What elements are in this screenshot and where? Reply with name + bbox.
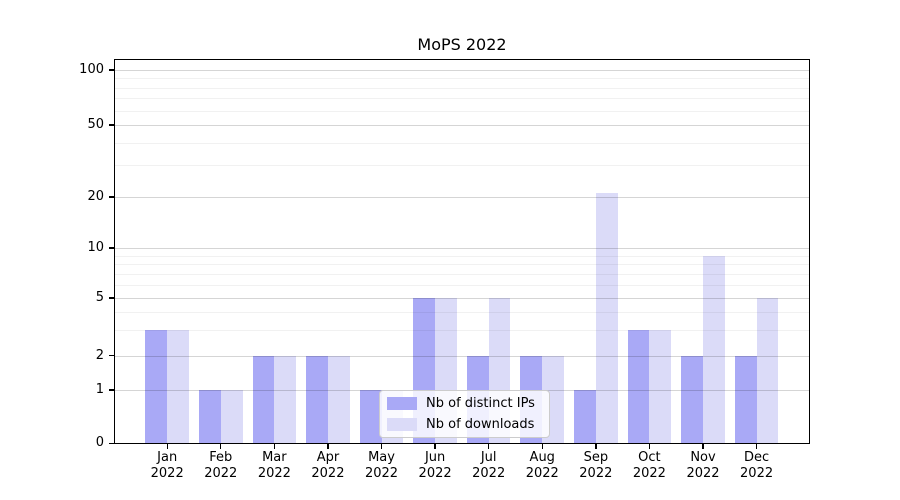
downloads-bar-nov	[703, 255, 725, 444]
minor-gridline-60	[114, 110, 810, 112]
x-tick-label-aug-2022: Aug 2022	[525, 450, 559, 481]
y-tick-20	[109, 196, 114, 198]
legend: Nb of distinct IPs Nb of downloads	[379, 390, 550, 438]
x-tick-aug	[541, 444, 543, 449]
minor-gridline-90	[114, 78, 810, 80]
x-tick-label-mar-2022: Mar 2022	[257, 450, 291, 481]
minor-gridline-80	[114, 87, 810, 89]
distinct-ips-bar-may	[359, 390, 382, 444]
distinct-ips-bar-oct	[627, 330, 650, 444]
x-tick-oct	[648, 444, 651, 449]
y-tick-label-100: 100	[79, 62, 104, 77]
minor-gridline-30	[114, 165, 810, 167]
downloads-bar-oct	[649, 330, 672, 444]
distinct-ips-bar-dec	[734, 355, 757, 444]
x-tick-nov	[702, 444, 704, 449]
downloads-bar-feb	[220, 390, 243, 444]
minor-gridline-6	[114, 284, 810, 286]
legend-item-distinct-ips: Nb of distinct IPs	[387, 396, 541, 411]
major-gridline-50	[114, 125, 810, 126]
x-tick-label-oct-2022: Oct 2022	[632, 450, 666, 481]
x-tick-label-may-2022: May 2022	[364, 450, 399, 481]
x-tick-label-sep-2022: Sep 2022	[579, 450, 613, 481]
y-tick-5	[109, 297, 114, 299]
x-tick-sep	[595, 444, 597, 449]
minor-gridline-8	[114, 264, 810, 266]
x-tick-label-apr-2022: Apr 2022	[311, 450, 345, 481]
distinct-ips-bar-sep	[574, 390, 596, 444]
plot-area: Nb of distinct IPs Nb of downloads	[114, 59, 810, 445]
y-tick-label-0: 0	[95, 435, 104, 451]
minor-gridline-70	[114, 98, 810, 100]
y-tick-50	[109, 124, 114, 126]
x-tick-label-feb-2022: Feb 2022	[204, 450, 238, 481]
distinct-ips-bar-apr	[306, 355, 328, 444]
major-gridline-100	[114, 70, 810, 71]
x-tick-label-jan-2022: Jan 2022	[150, 450, 184, 481]
y-tick-label-1: 1	[95, 382, 104, 397]
y-tick-1	[109, 389, 114, 391]
y-tick-label-2: 2	[95, 347, 104, 363]
distinct-ips-bar-nov	[681, 355, 703, 444]
legend-swatch-downloads	[387, 418, 417, 431]
minor-gridline-40	[114, 142, 810, 144]
x-tick-apr	[327, 444, 329, 449]
y-tick-label-10: 10	[87, 240, 104, 255]
downloads-bar-jan	[167, 330, 189, 444]
x-tick-label-dec-2022: Dec 2022	[740, 450, 774, 481]
minor-gridline-4	[114, 312, 810, 313]
x-tick-label-jul-2022: Jul 2022	[472, 450, 506, 481]
y-tick-label-5: 5	[95, 290, 104, 305]
legend-swatch-distinct-ips	[387, 397, 417, 410]
minor-gridline-3	[114, 330, 810, 332]
downloads-bar-mar	[274, 355, 297, 444]
x-tick-mar	[273, 444, 276, 449]
minor-gridline-9	[114, 255, 810, 257]
major-gridline-20	[114, 197, 810, 198]
legend-label-downloads: Nb of downloads	[426, 417, 535, 432]
y-tick-10	[109, 247, 114, 249]
x-tick-label-nov-2022: Nov 2022	[686, 450, 720, 481]
y-tick-2	[109, 354, 114, 357]
distinct-ips-bar-feb	[198, 390, 221, 444]
x-tick-label-jun-2022: Jun 2022	[418, 450, 452, 481]
x-tick-jul	[487, 444, 490, 449]
y-tick-0	[109, 442, 114, 444]
major-gridline-0	[114, 443, 810, 445]
x-tick-jun	[434, 444, 436, 449]
distinct-ips-bar-jan	[145, 330, 168, 444]
downloads-bar-sep	[595, 193, 618, 444]
legend-item-downloads: Nb of downloads	[387, 417, 541, 432]
y-tick-label-50: 50	[87, 117, 104, 132]
downloads-bar-apr	[327, 355, 350, 444]
x-tick-dec	[755, 444, 758, 449]
distinct-ips-bar-mar	[252, 355, 275, 444]
y-tick-100	[109, 69, 114, 71]
major-gridline-10	[114, 248, 810, 249]
x-tick-feb	[220, 444, 222, 449]
downloads-bar-dec	[756, 298, 779, 444]
y-tick-label-20: 20	[87, 189, 104, 204]
minor-gridline-7	[114, 273, 810, 275]
legend-label-distinct-ips: Nb of distinct IPs	[426, 396, 535, 411]
x-tick-jan	[166, 444, 168, 449]
grid-layer	[114, 59, 810, 445]
major-gridline-2	[114, 355, 810, 357]
major-gridline-5	[114, 298, 810, 299]
x-tick-may	[380, 444, 383, 449]
chart-title: MoPS 2022	[417, 35, 507, 54]
